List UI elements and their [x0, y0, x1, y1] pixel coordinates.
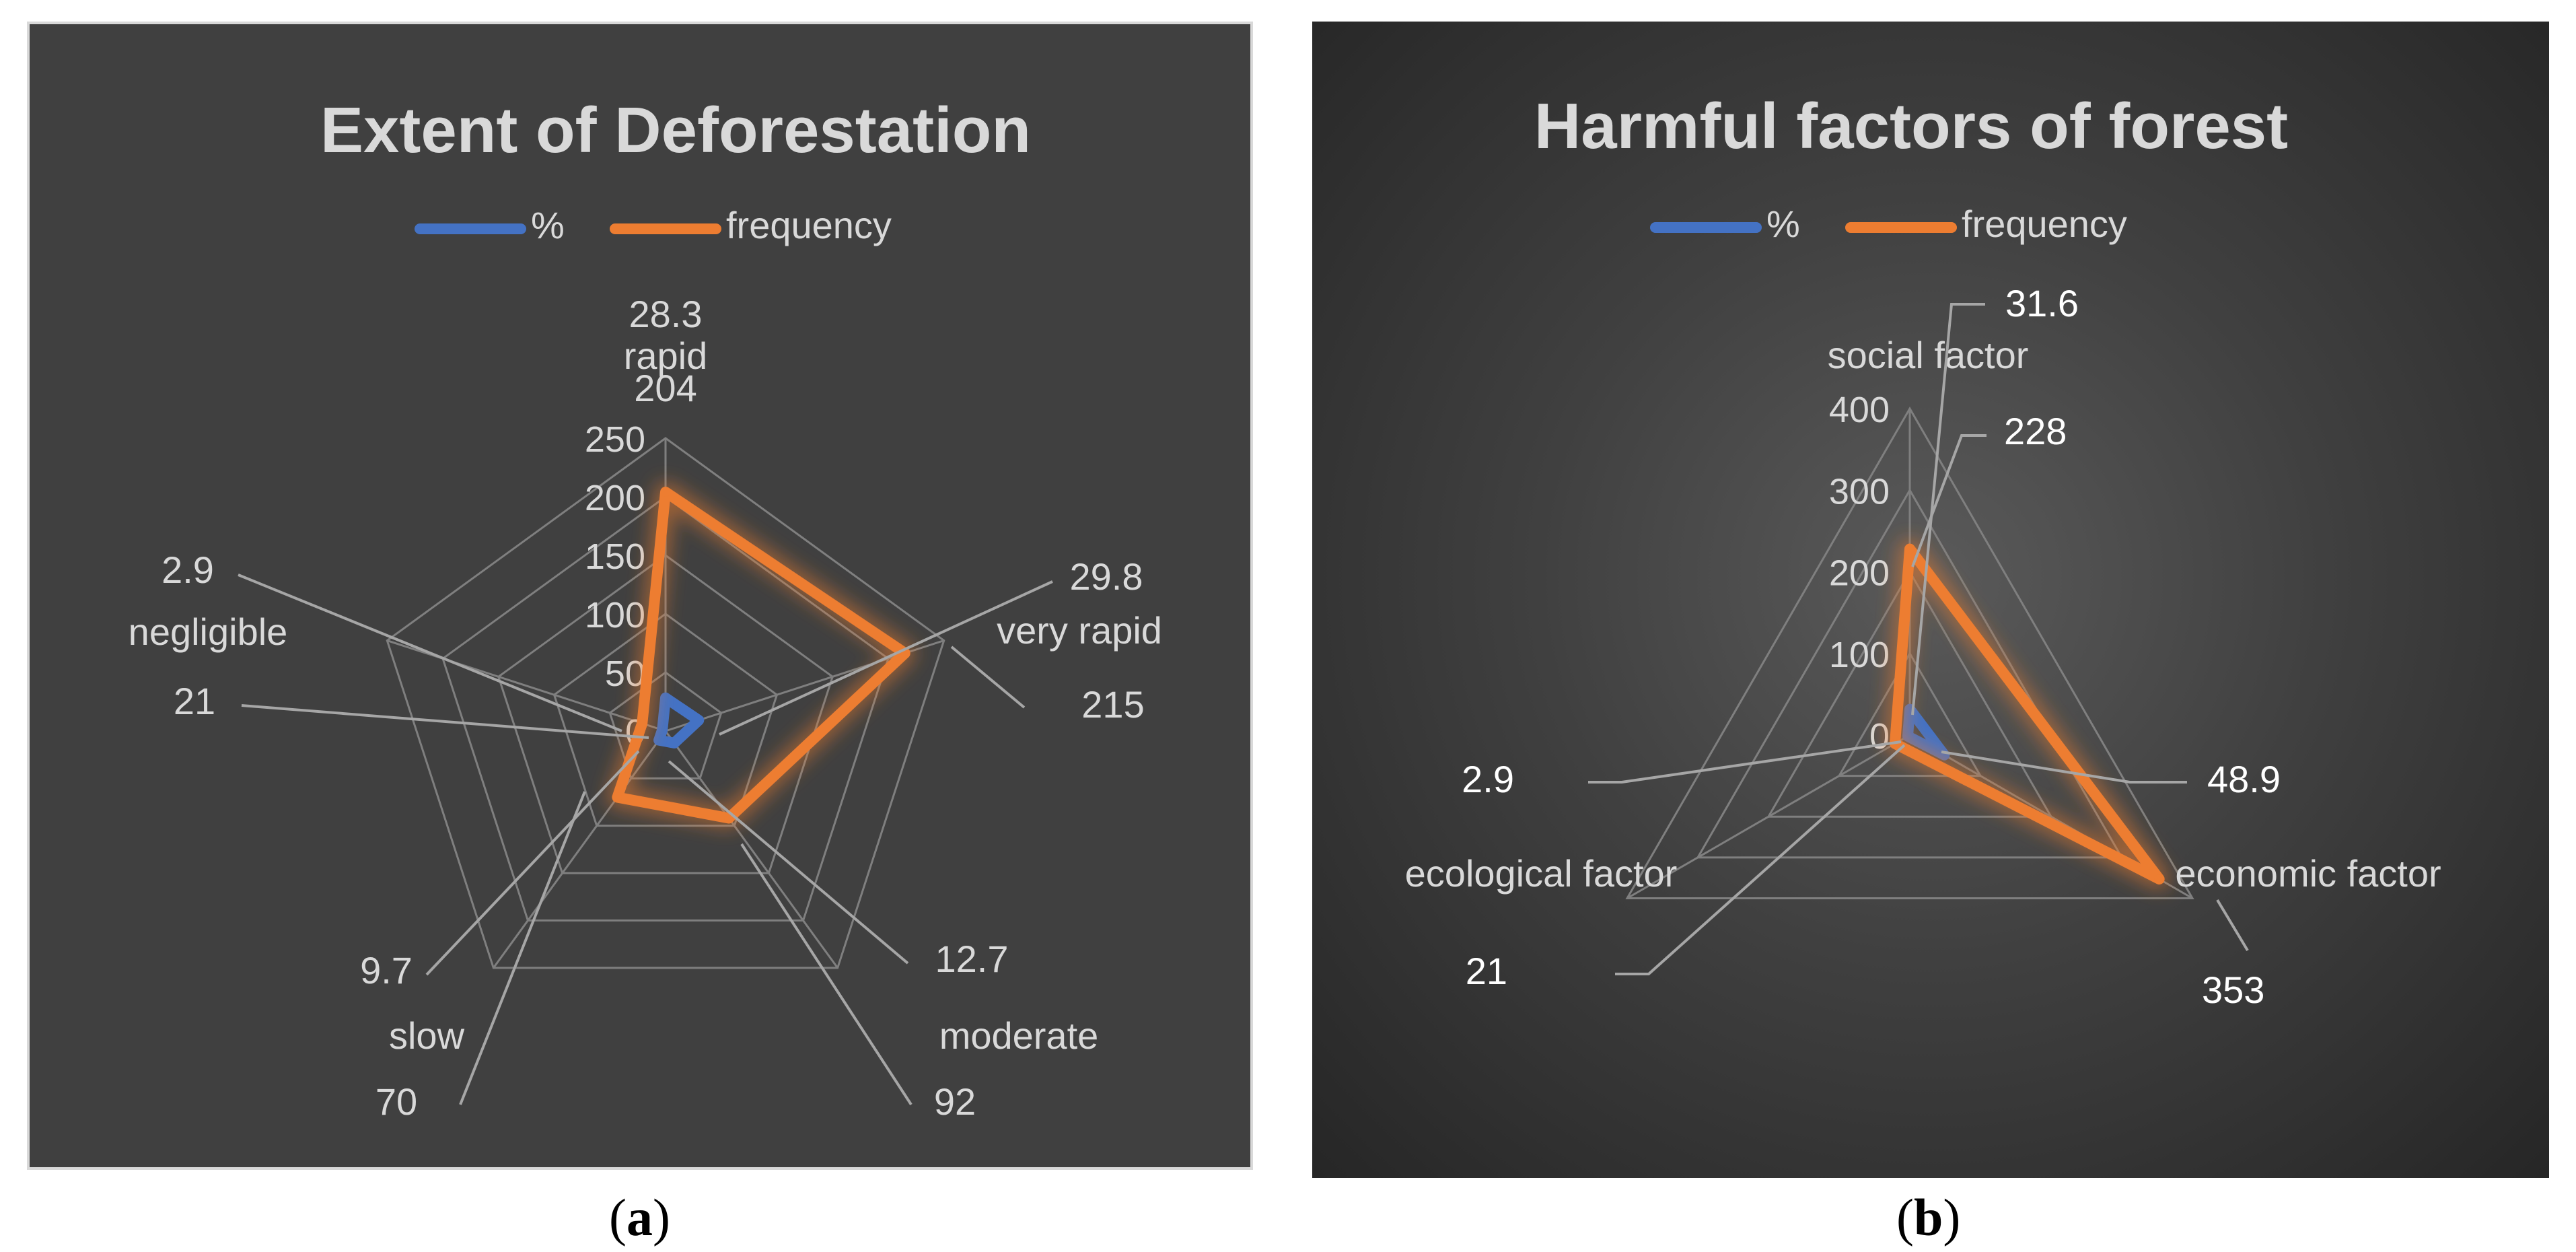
series-percent [653, 692, 705, 749]
data-label-percent: 12.7 [935, 938, 1009, 980]
category-label: social factor [1828, 334, 2029, 376]
data-labels: social factor 31.6 228 economic factor 48.9 3… [1405, 282, 2441, 1011]
category-label: very rapid [997, 609, 1162, 652]
series-line [1902, 703, 1950, 761]
leader-line-percent [1941, 751, 2187, 784]
leader-line-frequency [950, 646, 1026, 709]
tick-label: 200 [1829, 553, 1890, 594]
caption-letter-a: a [626, 1188, 653, 1247]
leader-line-percent [425, 750, 640, 976]
grid-ring [497, 554, 834, 874]
series-line [612, 487, 910, 824]
chart-panel-a: Extent of Deforestation% frequency 0 50 100 1… [27, 22, 1253, 1170]
legend-label-frequency: frequency [726, 204, 892, 246]
data-label-frequency: 70 [375, 1080, 417, 1123]
grid-ring [1837, 651, 1982, 777]
tick-label: 100 [1829, 635, 1890, 675]
series-line [1889, 543, 2165, 885]
leader-line-percent [719, 580, 1053, 736]
data-point [612, 792, 622, 802]
chart-panel-b: Harmful factors of forest% frequency 0 100 2… [1312, 22, 2549, 1178]
tick-label: 300 [1829, 471, 1890, 512]
data-label-frequency: 92 [934, 1080, 976, 1123]
series-frequency [1884, 538, 2170, 890]
grid-spoke [664, 730, 838, 969]
category-label: negligible [129, 611, 288, 653]
data-label-frequency: 353 [2202, 969, 2264, 1011]
tick-label: 250 [585, 419, 645, 460]
data-point [694, 715, 704, 725]
data-label-frequency: 21 [1466, 950, 1507, 992]
data-point [657, 725, 668, 735]
radar-chart-a: Extent of Deforestation% frequency0501001… [129, 94, 1162, 1123]
series-frequency [607, 482, 915, 829]
category-label: economic factor [2175, 852, 2441, 895]
chart-title: Extent of Deforestation [320, 94, 1031, 166]
data-label-percent: 2.9 [1462, 758, 1514, 800]
data-point [637, 718, 647, 728]
tick-label: 100 [585, 595, 645, 635]
legend: % frequency [415, 204, 892, 246]
leader-line-frequency [241, 704, 649, 739]
data-point [724, 813, 734, 823]
tick-label: 150 [585, 536, 645, 577]
category-label: slow [389, 1014, 465, 1057]
data-point [661, 487, 670, 497]
leader-line-percent [668, 760, 909, 965]
grid-ring [441, 495, 890, 922]
data-point [2154, 874, 2164, 884]
leader-line-frequency [1615, 744, 1906, 975]
data-label-frequency: 228 [2004, 410, 2067, 452]
leader-line-frequency [740, 843, 913, 1106]
data-point [661, 693, 670, 703]
caption-a: (a) [609, 1188, 670, 1247]
data-label-percent: 48.9 [2207, 758, 2281, 800]
legend-label-percent: % [531, 204, 565, 246]
grid-ring [386, 437, 945, 969]
data-label-percent: 29.8 [1070, 555, 1143, 598]
leader-line-frequency [1911, 434, 1987, 567]
grid-spoke [493, 730, 667, 969]
category-label: ecological factor [1405, 852, 1678, 895]
data-label-percent: 28.3 [629, 293, 703, 335]
grid-ring [552, 613, 779, 827]
category-label: moderate [939, 1014, 1099, 1057]
data-point [1905, 544, 1915, 554]
radar-chart-b: Harmful factors of forest% frequency01002… [1405, 90, 2441, 1011]
grid-spoke [1626, 734, 1910, 899]
grid-ring [1766, 569, 2053, 818]
leader-line-frequency [459, 791, 586, 1105]
grid-ring [1625, 407, 2194, 899]
caption-letter-b: b [1913, 1188, 1943, 1247]
leader-line-percent [1911, 303, 1985, 716]
legend-label-percent: % [1766, 203, 1800, 245]
data-label-percent: 2.9 [162, 549, 214, 591]
tick-label: 200 [585, 478, 645, 518]
series-line [653, 692, 705, 749]
category-label: rapid [624, 335, 708, 377]
legend-label-frequency: frequency [1962, 203, 2127, 245]
data-label-frequency: 21 [174, 680, 215, 722]
data-label-percent: 31.6 [2005, 282, 2079, 324]
data-point [654, 735, 664, 745]
chart-title: Harmful factors of forest [1534, 90, 2288, 162]
tick-label: 400 [1829, 390, 1890, 430]
data-label-frequency: 215 [1081, 683, 1144, 726]
data-label-frequency: 204 [634, 367, 696, 409]
grid-ring [608, 671, 723, 779]
data-label-percent: 9.7 [360, 949, 413, 992]
leader-line-frequency [2216, 899, 2249, 952]
legend: % frequency [1650, 203, 2127, 245]
leader-line-percent [238, 573, 622, 732]
data-point [669, 738, 679, 748]
caption-b: (b) [1896, 1188, 1961, 1247]
leader-line-percent [1588, 740, 1902, 784]
